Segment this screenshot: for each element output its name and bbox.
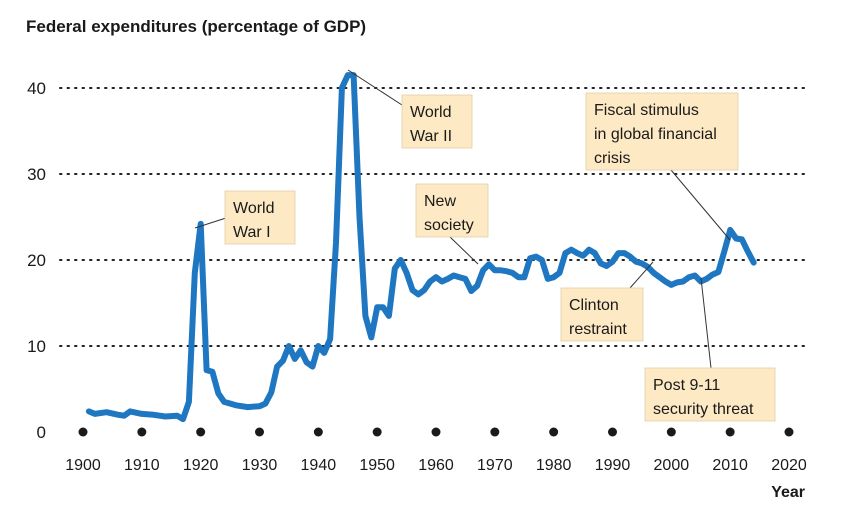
annotation-0: World War I bbox=[194, 190, 296, 245]
baseline-dot-2000 bbox=[666, 427, 676, 437]
annotation-text: War I bbox=[233, 224, 271, 241]
annotation-box bbox=[585, 92, 739, 171]
annotation-2: New society bbox=[415, 183, 489, 265]
baseline-dot-1930 bbox=[255, 427, 264, 437]
annotation-box bbox=[224, 190, 296, 245]
annotation-box bbox=[415, 183, 489, 238]
annotation-text: New bbox=[424, 193, 456, 210]
x-tick-label-1900: 1900 bbox=[65, 457, 101, 474]
x-tick-label-1920: 1920 bbox=[183, 457, 219, 474]
x-axis-ticks: 1900 1910 1920 1930 1940 1950 1960 1970 1980 1990… bbox=[65, 457, 807, 474]
y-tick-label-10: 10 bbox=[27, 337, 46, 356]
annotation-text: restraint bbox=[569, 321, 627, 338]
annotation-leader bbox=[629, 261, 654, 289]
x-tick-label-1990: 1990 bbox=[595, 457, 631, 474]
gridlines bbox=[59, 87, 809, 437]
baseline-dot-1950 bbox=[372, 427, 382, 437]
annotation-text: World bbox=[410, 104, 452, 121]
y-axis-ticks: 0 10 20 30 40 bbox=[27, 79, 46, 442]
annotation-1: World War II bbox=[347, 69, 473, 149]
x-tick-label-1980: 1980 bbox=[536, 457, 572, 474]
annotation-text: Clinton bbox=[569, 297, 619, 314]
y-tick-label-0: 0 bbox=[37, 423, 46, 442]
x-tick-label-1940: 1940 bbox=[301, 457, 337, 474]
annotation-leader bbox=[194, 217, 227, 229]
annotation-text: in global financial bbox=[594, 126, 717, 143]
baseline-dot-1940 bbox=[313, 427, 323, 437]
annotation-text: World bbox=[233, 200, 275, 217]
annotation-3: Fiscal stimulus in global financial crisis bbox=[585, 92, 739, 241]
annotation-box bbox=[401, 94, 473, 149]
annotation-leader bbox=[449, 236, 479, 265]
annotation-text: society bbox=[424, 217, 474, 234]
baseline-dot-1900 bbox=[78, 427, 88, 437]
x-tick-label-1960: 1960 bbox=[418, 457, 454, 474]
x-axis-label: Year bbox=[771, 484, 805, 501]
annotation-text: Post 9-11 bbox=[653, 377, 720, 394]
annotations: World War I World War II New society Fiscal st… bbox=[194, 69, 776, 422]
baseline-dot-1970 bbox=[490, 427, 500, 437]
x-tick-label-2000: 2000 bbox=[654, 457, 690, 474]
x-tick-label-2010: 2010 bbox=[712, 457, 748, 474]
annotation-box bbox=[560, 287, 644, 342]
x-tick-label-1970: 1970 bbox=[477, 457, 513, 474]
annotation-box bbox=[644, 367, 776, 422]
y-tick-label-20: 20 bbox=[27, 251, 46, 270]
y-tick-label-30: 30 bbox=[27, 165, 46, 184]
baseline-dot-1960 bbox=[431, 427, 441, 437]
series-line-0 bbox=[85, 72, 757, 423]
x-tick-label-1950: 1950 bbox=[359, 457, 395, 474]
annotation-text: War II bbox=[410, 128, 452, 145]
baseline-dot-1980 bbox=[549, 427, 559, 437]
annotation-leader bbox=[347, 69, 403, 106]
x-tick-label-1930: 1930 bbox=[242, 457, 278, 474]
series-layer bbox=[85, 72, 757, 423]
baseline-dot-2020 bbox=[784, 427, 794, 437]
annotation-text: crisis bbox=[594, 150, 630, 167]
annotation-text: Fiscal stimulus bbox=[594, 102, 699, 119]
annotation-leader bbox=[670, 169, 731, 241]
x-tick-label-1910: 1910 bbox=[124, 457, 160, 474]
annotation-4: Clinton restraint bbox=[560, 261, 654, 342]
x-tick-label-2020: 2020 bbox=[771, 457, 807, 474]
y-tick-label-40: 40 bbox=[27, 79, 46, 98]
annotation-text: security threat bbox=[653, 401, 754, 418]
baseline-dot-1910 bbox=[137, 427, 147, 437]
baseline-dot-1920 bbox=[196, 427, 206, 437]
baseline-dot-2010 bbox=[725, 427, 735, 437]
annotation-5: Post 9-11 security threat bbox=[644, 277, 776, 422]
baseline-dot-1990 bbox=[608, 427, 617, 437]
chart-title: Federal expenditures (percentage of GDP) bbox=[26, 17, 366, 36]
annotation-leader bbox=[700, 277, 712, 369]
